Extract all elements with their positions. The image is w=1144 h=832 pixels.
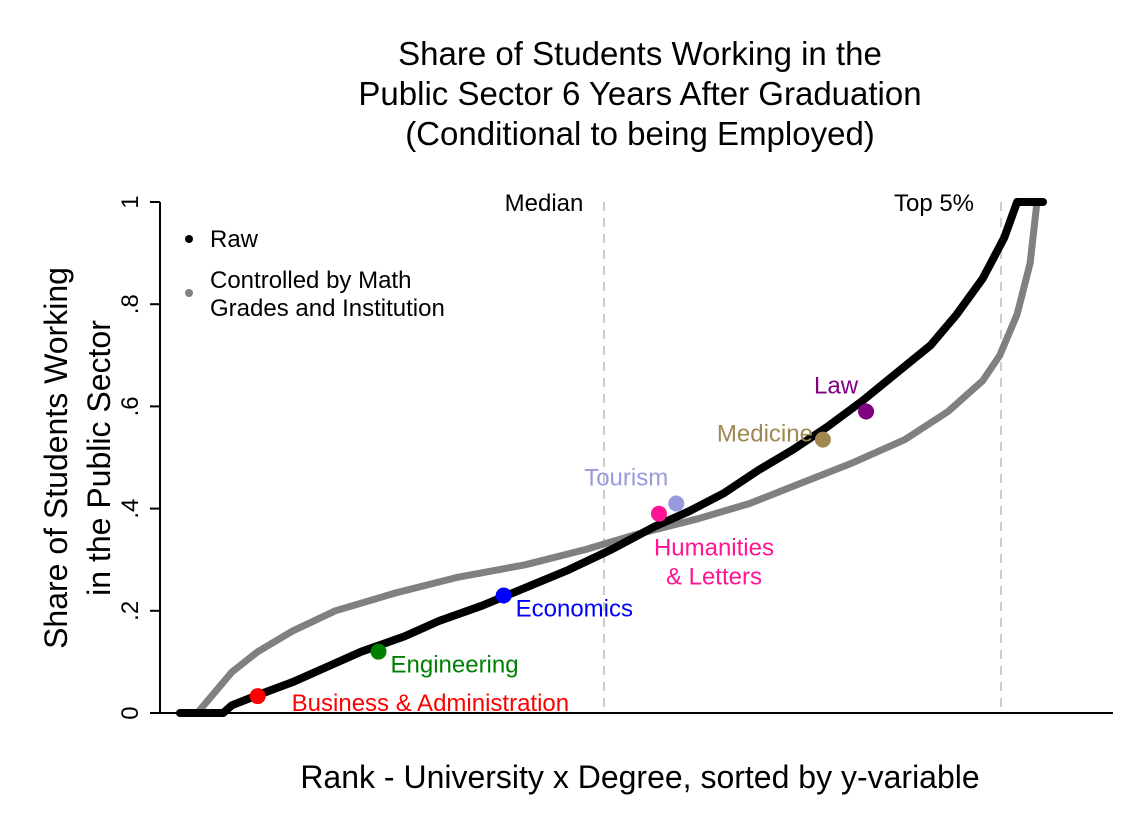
category-label: Economics [516, 595, 633, 622]
legend: Raw Controlled by Math Grades and Institut… [185, 226, 445, 322]
legend-label-line: Controlled by Math [210, 267, 411, 294]
legend-label-raw: Raw [210, 226, 259, 253]
y-axis-title: Share of Students Working in the Public S… [38, 267, 117, 649]
legend-label-controlled: Controlled by Math Grades and Institution [210, 267, 445, 322]
category-point [668, 495, 685, 512]
y-tick-label: .8 [117, 294, 144, 314]
y-tick-label: 1 [117, 195, 144, 208]
reference-line-label: Median [505, 190, 584, 217]
category-annotations: Business & Administration Engineering Econ… [249, 373, 875, 717]
title-line: (Conditional to being Employed) [405, 115, 875, 152]
category-label: & Letters [666, 564, 762, 591]
y-axis-title-line: Share of Students Working [38, 267, 74, 649]
category-point [650, 505, 667, 522]
category-label: Law [814, 373, 859, 400]
data-series [176, 198, 1047, 717]
title-line: Share of Students Working in the [398, 35, 882, 72]
category-point [814, 431, 831, 448]
category-label: Business & Administration [292, 690, 569, 717]
y-tick-label: 0 [117, 706, 144, 719]
reference-line-label: Top 5% [894, 190, 974, 217]
legend-marker-controlled [185, 289, 193, 297]
category-label: Engineering [390, 652, 518, 679]
reference-lines: Median Top 5% [505, 190, 1002, 713]
category-point [249, 688, 266, 705]
x-axis-title: Rank - University x Degree, sorted by y-… [300, 759, 979, 795]
y-tick-label: .4 [117, 499, 144, 519]
y-tick-label: .2 [117, 601, 144, 621]
category-label: Humanities [654, 535, 774, 562]
y-tick-label: .6 [117, 396, 144, 416]
category-point [495, 587, 512, 604]
y-axis-title-line: in the Public Sector [81, 320, 117, 596]
category-point [858, 403, 875, 420]
axes: 0 .2 .4 .6 .8 1 [117, 195, 1113, 720]
series-line-raw [176, 198, 1047, 717]
legend-marker-raw [185, 235, 193, 243]
category-point [370, 643, 387, 660]
category-label: Tourism [584, 464, 668, 491]
category-label: Medicine [717, 421, 813, 448]
legend-label-line: Grades and Institution [210, 295, 445, 322]
title-line: Public Sector 6 Years After Graduation [358, 75, 921, 112]
